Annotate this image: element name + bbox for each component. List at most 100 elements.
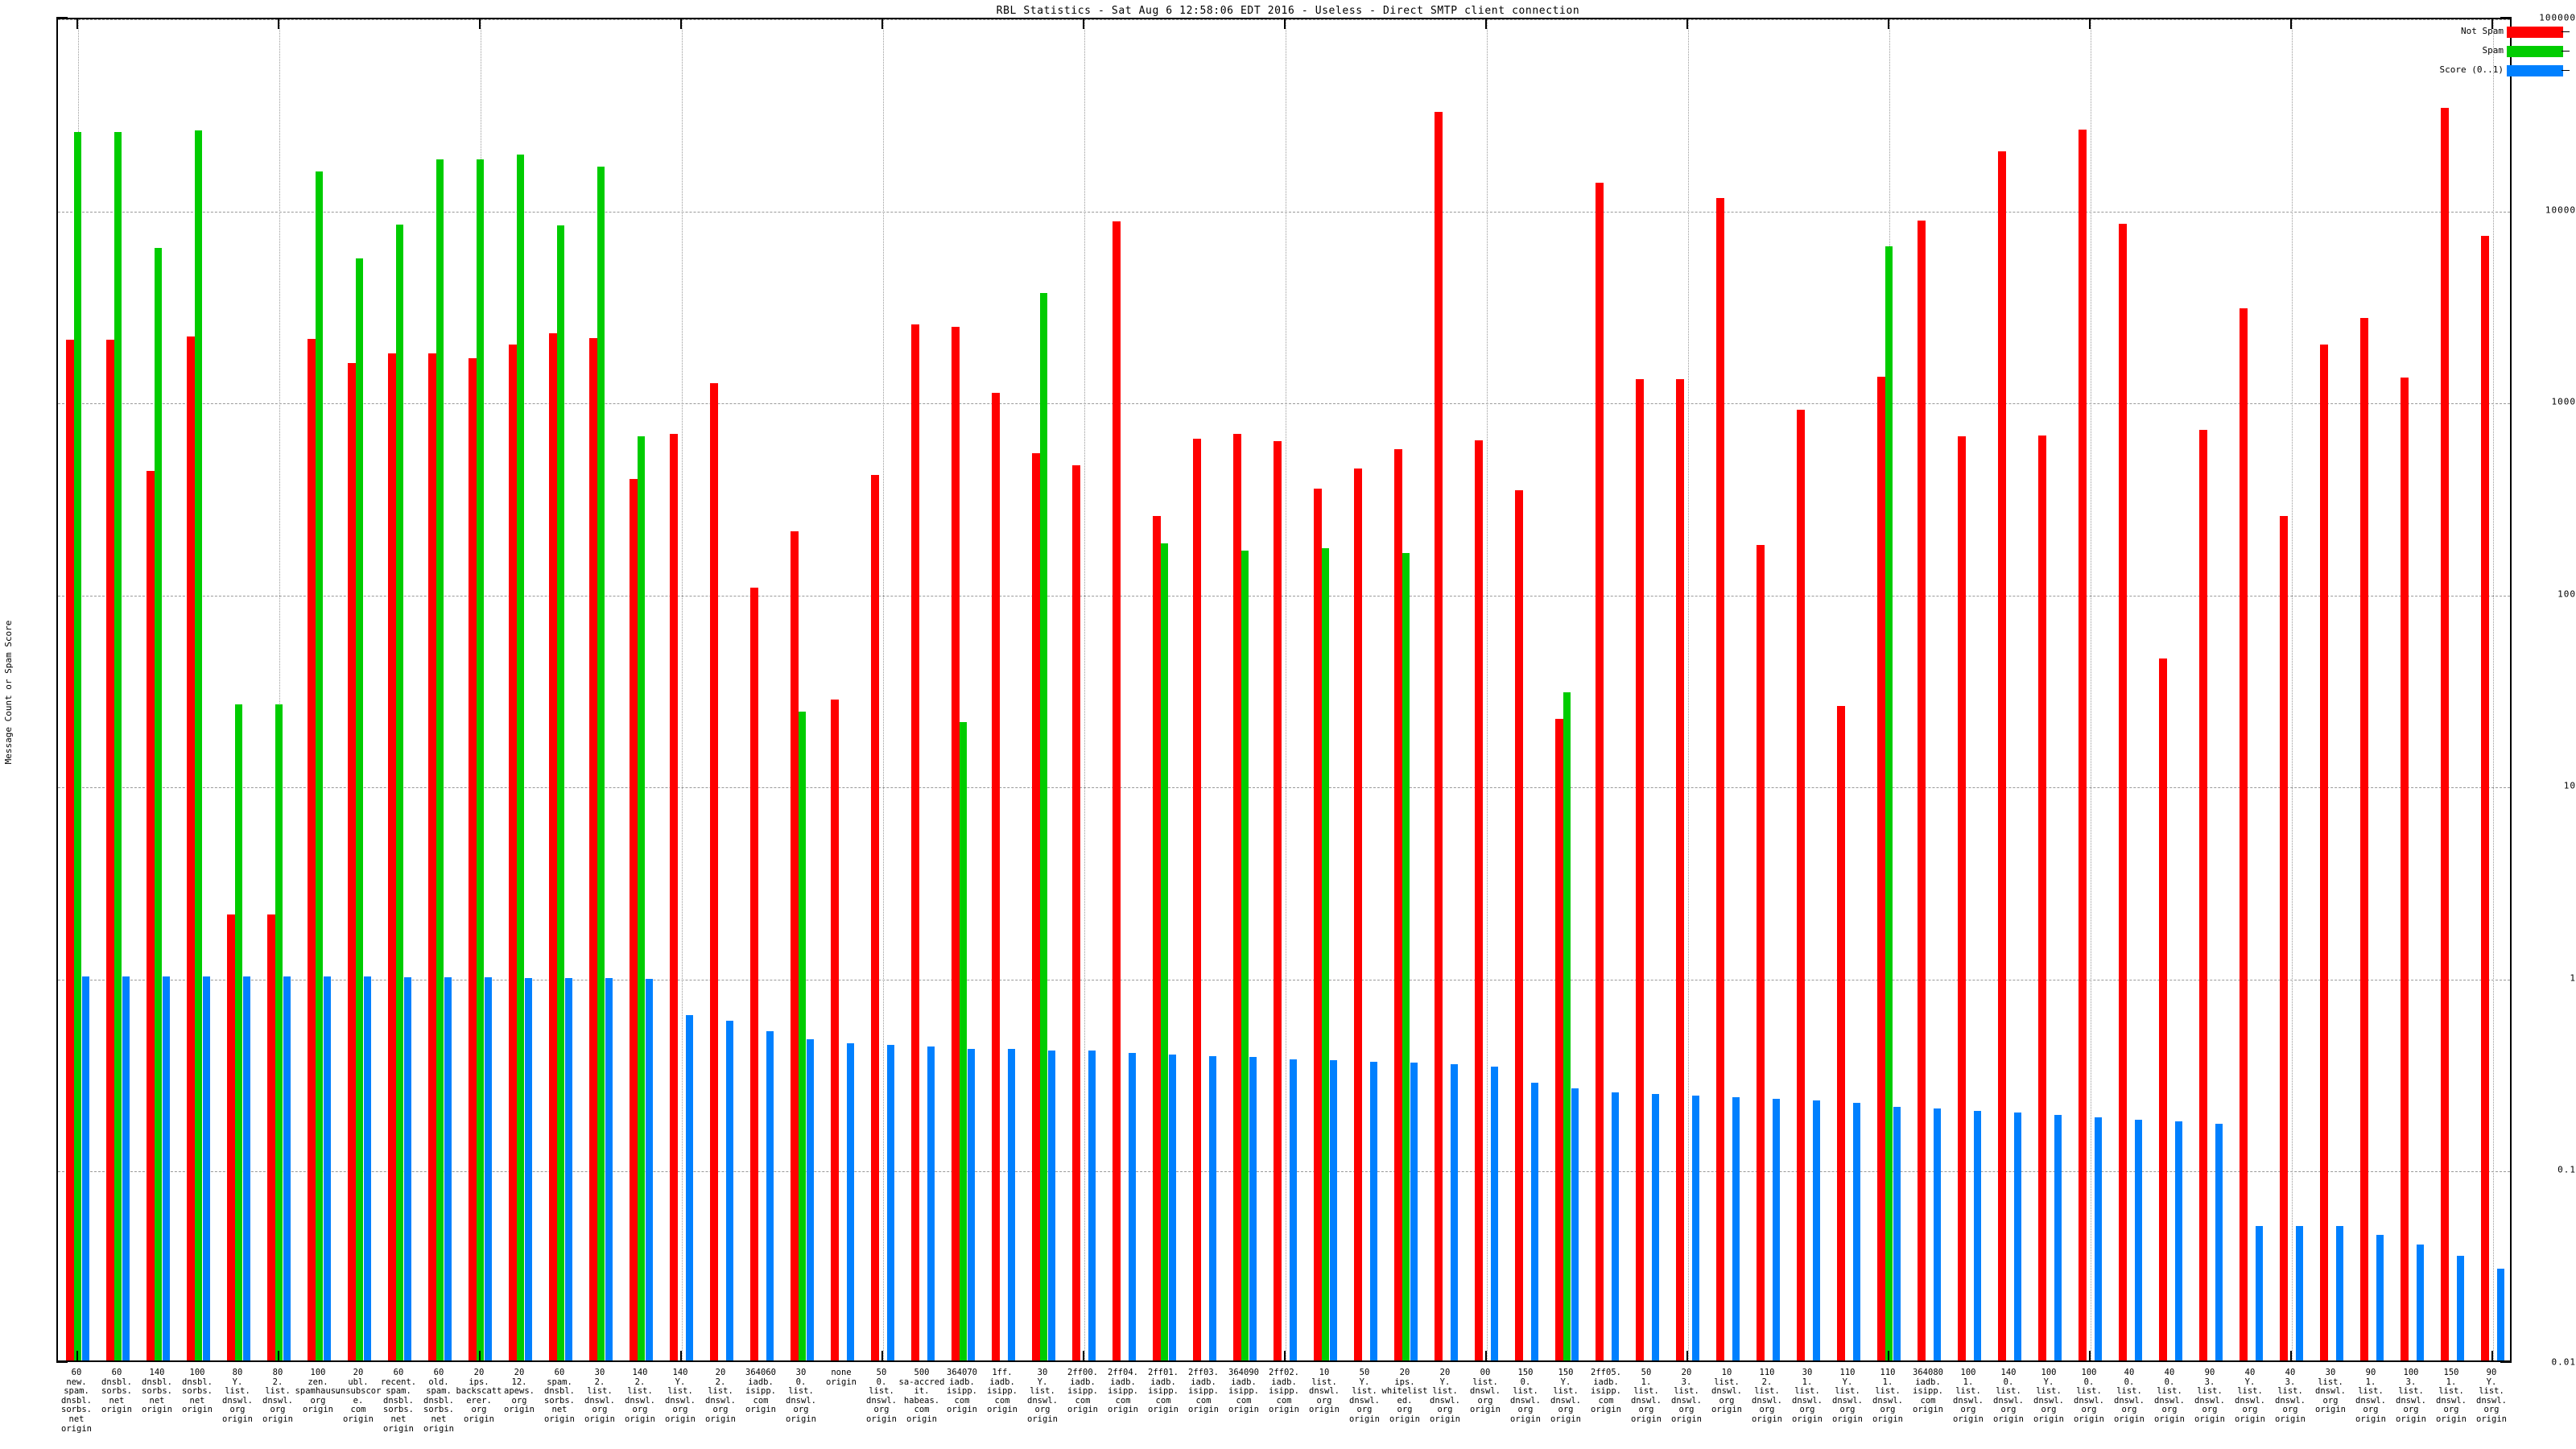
bar-group[interactable]: [1386, 19, 1426, 1360]
bar-group[interactable]: [2392, 19, 2433, 1360]
bar-group[interactable]: [1950, 19, 1990, 1360]
bar-group[interactable]: [1346, 19, 1386, 1360]
bar-spam[interactable]: [1161, 543, 1169, 1360]
bar-score[interactable]: [1289, 1059, 1298, 1360]
bar-score[interactable]: [1168, 1055, 1177, 1360]
bar-score[interactable]: [2496, 1269, 2505, 1360]
bar-group[interactable]: [1507, 19, 1547, 1360]
bar-score[interactable]: [2335, 1226, 2344, 1360]
bar-score[interactable]: [1933, 1108, 1942, 1360]
bar-not-spam[interactable]: [2481, 235, 2489, 1360]
bar-not-spam[interactable]: [1797, 410, 1805, 1360]
bar-spam[interactable]: [1322, 547, 1330, 1360]
bar-score[interactable]: [967, 1048, 976, 1360]
bar-not-spam[interactable]: [952, 326, 960, 1360]
bar-score[interactable]: [1088, 1051, 1096, 1360]
bar-not-spam[interactable]: [2401, 378, 2409, 1360]
bar-not-spam[interactable]: [1918, 221, 1926, 1360]
bar-score[interactable]: [1249, 1057, 1257, 1360]
bar-group[interactable]: [380, 19, 420, 1360]
bar-group[interactable]: [1185, 19, 1225, 1360]
bar-spam[interactable]: [275, 704, 283, 1360]
bar-not-spam[interactable]: [227, 914, 235, 1360]
bar-not-spam[interactable]: [1193, 439, 1201, 1360]
bar-score[interactable]: [524, 977, 533, 1360]
bar-not-spam[interactable]: [1555, 718, 1563, 1360]
bar-group[interactable]: [2272, 19, 2312, 1360]
bar-not-spam[interactable]: [2199, 430, 2207, 1360]
bar-score[interactable]: [2094, 1117, 2103, 1360]
bar-score[interactable]: [2456, 1256, 2465, 1360]
bar-group[interactable]: [340, 19, 380, 1360]
bar-score[interactable]: [725, 1020, 734, 1360]
bar-score[interactable]: [766, 1030, 774, 1360]
bar-group[interactable]: [2352, 19, 2392, 1360]
bar-score[interactable]: [2295, 1226, 2304, 1360]
bar-score[interactable]: [1611, 1092, 1620, 1360]
bar-score[interactable]: [2255, 1226, 2264, 1360]
bar-not-spam[interactable]: [992, 393, 1000, 1360]
bar-not-spam[interactable]: [871, 474, 879, 1360]
bar-not-spam[interactable]: [911, 324, 919, 1360]
bar-group[interactable]: [702, 19, 742, 1360]
bar-group[interactable]: [299, 19, 340, 1360]
bar-group[interactable]: [2030, 19, 2070, 1360]
bar-spam[interactable]: [316, 171, 324, 1360]
bar-spam[interactable]: [396, 225, 404, 1360]
bar-score[interactable]: [2376, 1235, 2384, 1360]
bar-group[interactable]: [1668, 19, 1708, 1360]
bar-score[interactable]: [2416, 1245, 2425, 1360]
bar-spam[interactable]: [356, 258, 364, 1360]
bar-spam[interactable]: [195, 130, 203, 1360]
bar-spam[interactable]: [638, 436, 646, 1360]
bar-score[interactable]: [685, 1014, 694, 1360]
bar-score[interactable]: [645, 979, 654, 1360]
bar-not-spam[interactable]: [308, 339, 316, 1360]
bar-score[interactable]: [1369, 1061, 1378, 1360]
bar-score[interactable]: [564, 977, 573, 1360]
bar-score[interactable]: [242, 976, 251, 1360]
bar-spam[interactable]: [1040, 293, 1048, 1360]
bar-group[interactable]: [138, 19, 179, 1360]
bar-not-spam[interactable]: [1636, 378, 1644, 1360]
bar-score[interactable]: [927, 1046, 935, 1360]
bar-group[interactable]: [2312, 19, 2352, 1360]
bar-group[interactable]: [1990, 19, 2030, 1360]
bar-score[interactable]: [1410, 1063, 1418, 1360]
bar-not-spam[interactable]: [1435, 111, 1443, 1360]
bar-group[interactable]: [2151, 19, 2191, 1360]
bar-spam[interactable]: [1885, 246, 1893, 1360]
bar-not-spam[interactable]: [670, 433, 678, 1360]
bar-spam[interactable]: [517, 155, 525, 1360]
bar-group[interactable]: [2070, 19, 2111, 1360]
bar-score[interactable]: [122, 976, 130, 1360]
bar-not-spam[interactable]: [1274, 441, 1282, 1360]
bar-not-spam[interactable]: [2119, 223, 2127, 1360]
bar-group[interactable]: [943, 19, 984, 1360]
bar-not-spam[interactable]: [1153, 515, 1161, 1360]
bar-spam[interactable]: [597, 166, 605, 1360]
bar-group[interactable]: [1104, 19, 1145, 1360]
bar-score[interactable]: [1571, 1088, 1579, 1360]
bar-not-spam[interactable]: [147, 470, 155, 1360]
bar-not-spam[interactable]: [2159, 658, 2167, 1360]
bar-group[interactable]: [581, 19, 621, 1360]
bar-group[interactable]: [259, 19, 299, 1360]
bar-not-spam[interactable]: [1837, 706, 1845, 1360]
bar-not-spam[interactable]: [187, 336, 195, 1360]
bar-score[interactable]: [1812, 1100, 1821, 1360]
bar-not-spam[interactable]: [1032, 452, 1040, 1360]
bar-spam[interactable]: [557, 225, 565, 1360]
bar-group[interactable]: [1628, 19, 1668, 1360]
bar-score[interactable]: [81, 976, 90, 1360]
bar-not-spam[interactable]: [1354, 469, 1362, 1360]
bar-score[interactable]: [444, 976, 452, 1360]
bar-spam[interactable]: [477, 159, 485, 1360]
bar-not-spam[interactable]: [388, 353, 396, 1360]
bar-not-spam[interactable]: [1475, 440, 1483, 1360]
bar-score[interactable]: [1128, 1052, 1137, 1360]
bar-group[interactable]: [58, 19, 98, 1360]
bar-score[interactable]: [1691, 1095, 1700, 1360]
bar-score[interactable]: [484, 976, 493, 1360]
bar-group[interactable]: [1587, 19, 1628, 1360]
